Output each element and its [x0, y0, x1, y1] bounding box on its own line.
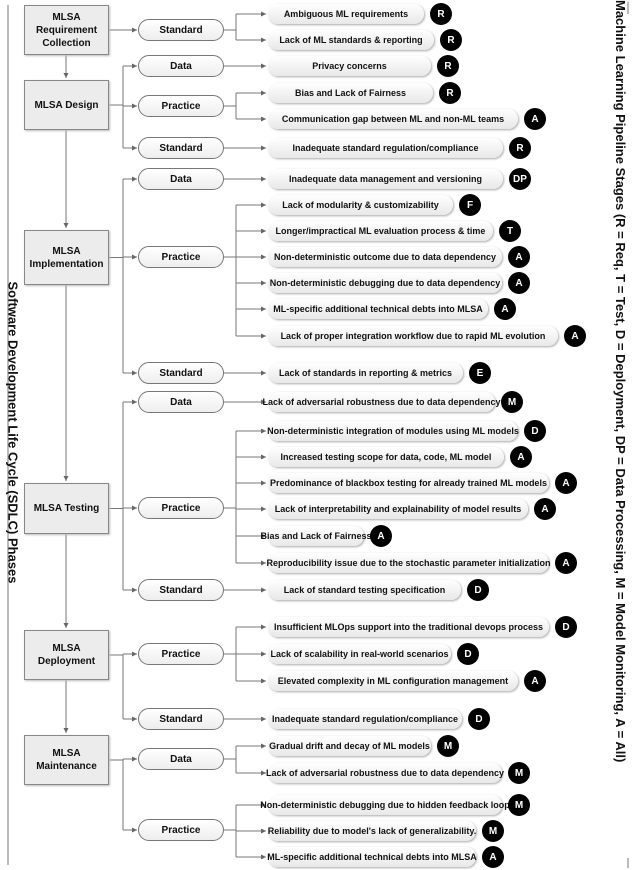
challenge-item: Elevated complexity in ML configuration …	[268, 671, 518, 691]
challenge-item: Non-deterministic integration of modules…	[267, 421, 519, 441]
challenge-item: ML-specific additional technical debts i…	[267, 847, 477, 867]
challenge-item: Privacy concerns	[268, 56, 431, 76]
challenge-item: Ambiguous ML requirements	[268, 4, 424, 24]
challenge-item: Non-deterministic outcome due to data de…	[268, 247, 502, 267]
ml-stage-badge: D	[524, 420, 546, 442]
ml-stage-badge: M	[482, 820, 504, 842]
challenge-item: Insufficient MLOps support into the trad…	[268, 617, 549, 637]
challenge-item: Lack of ML standards & reporting	[268, 30, 434, 50]
category-node-practice: Practice	[138, 497, 224, 519]
challenge-item: Increased testing scope for data, code, …	[268, 447, 504, 467]
category-node-standard: Standard	[138, 362, 224, 384]
phase-box: MLSA Requirement Collection	[24, 5, 109, 55]
challenge-item: Lack of adversarial robustness due to da…	[266, 763, 504, 783]
challenge-item: Lack of interpretability and explainabil…	[268, 499, 528, 519]
challenge-item: Longer/impractical ML evaluation process…	[268, 221, 493, 241]
challenge-item: Lack of modularity & customizability	[268, 195, 453, 215]
ml-stage-badge: D	[468, 708, 490, 730]
ml-stage-badge: D	[457, 643, 479, 665]
ml-stage-badge: DP	[509, 168, 531, 190]
challenge-item: Reproducibility issue due to the stochas…	[266, 553, 551, 573]
ml-pipeline-stages-axis-label: Machine Learning Pipeline Stages (R = Re…	[613, 0, 628, 763]
category-node-practice: Practice	[138, 246, 224, 268]
ml-stage-badge: A	[482, 846, 504, 868]
ml-stage-badge: F	[459, 194, 481, 216]
challenge-item: Lack of adversarial robustness due to da…	[262, 392, 501, 412]
challenge-item: Reliability due to model's lack of gener…	[268, 821, 476, 841]
category-node-data: Data	[138, 55, 224, 77]
ml-stage-badge: T	[499, 220, 521, 242]
phase-box: MLSA Deployment	[24, 630, 109, 680]
challenge-item: Inadequate data management and versionin…	[268, 169, 503, 189]
ml-stage-badge: M	[501, 391, 523, 413]
category-node-data: Data	[138, 748, 224, 770]
challenge-item: Lack of proper integration workflow due …	[268, 326, 558, 346]
phase-box: MLSA Design	[24, 80, 109, 130]
ml-stage-badge: A	[510, 446, 532, 468]
ml-stage-badge: R	[439, 82, 461, 104]
category-node-data: Data	[138, 168, 224, 190]
ml-stage-badge: A	[494, 298, 516, 320]
challenge-item: ML-specific additional technical debts i…	[268, 299, 488, 319]
ml-stage-badge: R	[430, 3, 452, 25]
ml-stage-badge: A	[524, 108, 546, 130]
ml-stage-badge: R	[437, 55, 459, 77]
ml-stage-badge: R	[440, 29, 462, 51]
category-node-data: Data	[138, 391, 224, 413]
ml-stage-badge: A	[555, 472, 577, 494]
category-node-practice: Practice	[138, 95, 224, 117]
category-node-practice: Practice	[138, 819, 224, 841]
ml-stage-badge: D	[555, 616, 577, 638]
category-node-practice: Practice	[138, 643, 224, 665]
challenge-item: Non-deterministic debugging due to hidde…	[260, 795, 510, 815]
category-node-standard: Standard	[138, 579, 224, 601]
phase-box: MLSA Implementation	[24, 230, 109, 285]
ml-stage-badge: A	[555, 552, 577, 574]
ml-stage-badge: E	[469, 362, 491, 384]
category-node-standard: Standard	[138, 19, 224, 41]
challenge-item: Communication gap between ML and non-ML …	[268, 109, 518, 129]
ml-stage-badge: M	[508, 794, 530, 816]
ml-stage-badge: A	[508, 272, 530, 294]
ml-stage-badge: A	[370, 525, 392, 547]
ml-stage-badge: A	[524, 670, 546, 692]
ml-stage-badge: A	[508, 246, 530, 268]
challenge-item: Lack of scalability in real-world scenar…	[268, 644, 451, 664]
phase-box: MLSA Testing	[24, 483, 109, 534]
challenge-item: Lack of standard testing specification	[268, 580, 461, 600]
sdlc-phases-axis-label: Software Development Life Cycle (SDLC) P…	[5, 281, 21, 584]
challenge-item: Bias and Lack of Fairness	[268, 83, 433, 103]
ml-stage-badge: D	[467, 579, 489, 601]
challenge-item: Predominance of blackbox testing for alr…	[268, 473, 549, 493]
challenge-item: Non-deterministic debugging due to data …	[268, 273, 502, 293]
challenge-item: Gradual drift and decay of ML models	[268, 736, 431, 756]
challenge-item: Bias and Lack of Fairness	[260, 526, 372, 546]
ml-stage-badge: R	[509, 137, 531, 159]
challenge-item: Lack of standards in reporting & metrics	[268, 363, 463, 383]
ml-stage-badge: A	[534, 498, 556, 520]
ml-stage-badge: M	[508, 762, 530, 784]
ml-stage-badge: M	[437, 735, 459, 757]
phase-box: MLSA Maintenance	[24, 735, 109, 785]
challenge-item: Inadequate standard regulation/complianc…	[268, 138, 503, 158]
ml-stage-badge: A	[564, 325, 586, 347]
challenge-item: Inadequate standard regulation/complianc…	[268, 709, 462, 729]
category-node-standard: Standard	[138, 708, 224, 730]
category-node-standard: Standard	[138, 137, 224, 159]
